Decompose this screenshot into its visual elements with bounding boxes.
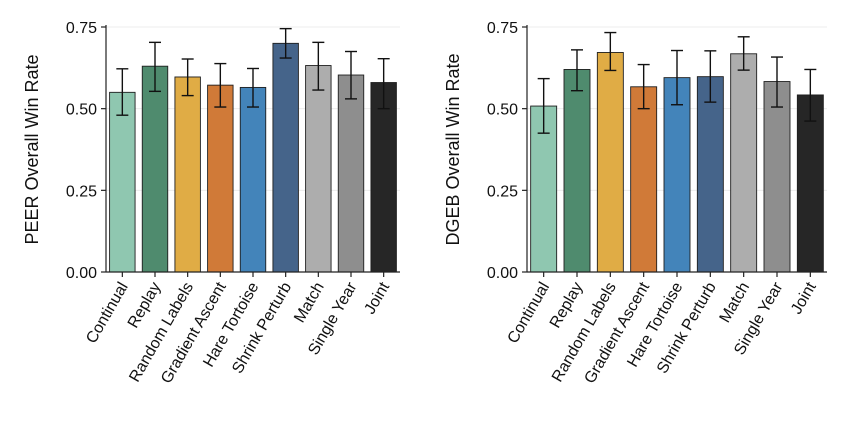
y-axis-label: PEER Overall Win Rate: [22, 54, 42, 244]
x-tick-label: Continual: [505, 280, 554, 347]
x-tick-label: Match: [717, 280, 754, 326]
x-tick-label: Joint: [362, 279, 394, 317]
y-axis-label: DGEB Overall Win Rate: [443, 53, 463, 245]
bar-shrink-perturb: [696, 76, 724, 273]
bar-continual: [109, 91, 136, 273]
bar-joint: [796, 94, 824, 273]
bar-hare-tortoise: [239, 86, 267, 273]
y-tick-label: 0.25: [487, 183, 518, 200]
bar-replay: [563, 69, 591, 273]
bar-gradient-ascent: [207, 84, 234, 273]
y-tick-label: 0.00: [66, 265, 97, 282]
bar-replay: [141, 65, 169, 273]
bar-random-labels: [596, 52, 624, 273]
bar-single-year: [337, 74, 365, 273]
bar-match: [730, 53, 758, 273]
y-tick-label: 0.50: [487, 102, 518, 119]
x-tick-label: Continual: [83, 280, 132, 347]
y-tick-label: 0.00: [487, 265, 518, 282]
bar-shrink-perturb: [272, 42, 299, 273]
bar-single-year: [763, 81, 791, 273]
y-tick-label: 0.50: [66, 102, 97, 119]
bar-random-labels: [174, 76, 201, 273]
bar-joint: [370, 82, 397, 273]
bar-gradient-ascent: [630, 86, 658, 273]
y-tick-label: 0.75: [487, 20, 518, 37]
bar-match: [305, 65, 332, 273]
y-tick-label: 0.75: [66, 20, 97, 37]
bar-hare-tortoise: [663, 77, 691, 273]
y-tick-label: 0.25: [66, 183, 97, 200]
x-tick-label: Joint: [788, 279, 820, 317]
